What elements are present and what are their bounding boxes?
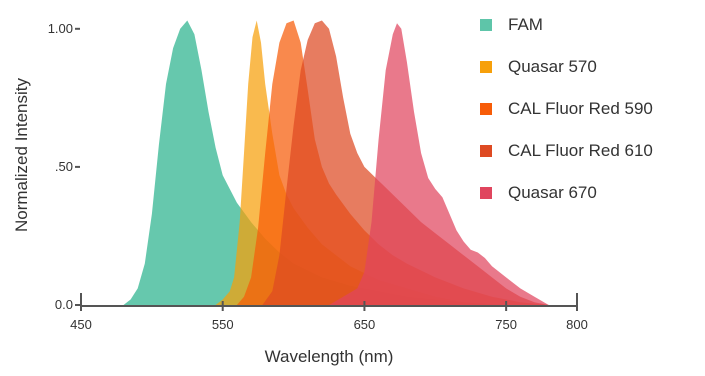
x-tick-label: 550 — [212, 317, 234, 332]
series-area-fam — [123, 20, 507, 305]
x-tick-label: 650 — [354, 317, 376, 332]
legend-label: CAL Fluor Red 590 — [508, 99, 653, 118]
series-area-cal-fluor-red-610 — [262, 20, 549, 305]
y-axis-ticks: 0.0 .50 1.00 — [48, 21, 80, 312]
chart-legend: FAM Quasar 570 CAL Fluor Red 590 CAL Fluor … — [480, 4, 653, 214]
series-areas — [123, 20, 549, 306]
legend-swatch — [480, 187, 492, 199]
x-axis-ticks: 450 550 650 750 800 — [70, 293, 588, 332]
series-area-quasar-670 — [329, 23, 549, 306]
x-tick-label: 800 — [566, 317, 588, 332]
legend-label: CAL Fluor Red 610 — [508, 141, 653, 160]
legend-swatch — [480, 103, 492, 115]
y-tick-label: 1.00 — [48, 21, 73, 36]
y-tick-label: 0.0 — [55, 297, 73, 312]
legend-swatch — [480, 145, 492, 157]
legend-label: Quasar 670 — [508, 183, 597, 202]
y-tick-label: .50 — [55, 159, 73, 174]
legend-item: CAL Fluor Red 590 — [480, 88, 653, 130]
legend-swatch — [480, 61, 492, 73]
y-axis-title: Normalized Intensity — [12, 78, 31, 233]
legend-label: Quasar 570 — [508, 57, 597, 76]
legend-item: FAM — [480, 4, 653, 46]
x-axis-title: Wavelength (nm) — [265, 347, 394, 366]
legend-item: Quasar 670 — [480, 172, 653, 214]
x-tick-label: 750 — [495, 317, 517, 332]
legend-label: FAM — [508, 15, 543, 34]
legend-item: CAL Fluor Red 610 — [480, 130, 653, 172]
x-tick-label: 450 — [70, 317, 92, 332]
legend-item: Quasar 570 — [480, 46, 653, 88]
legend-swatch — [480, 19, 492, 31]
